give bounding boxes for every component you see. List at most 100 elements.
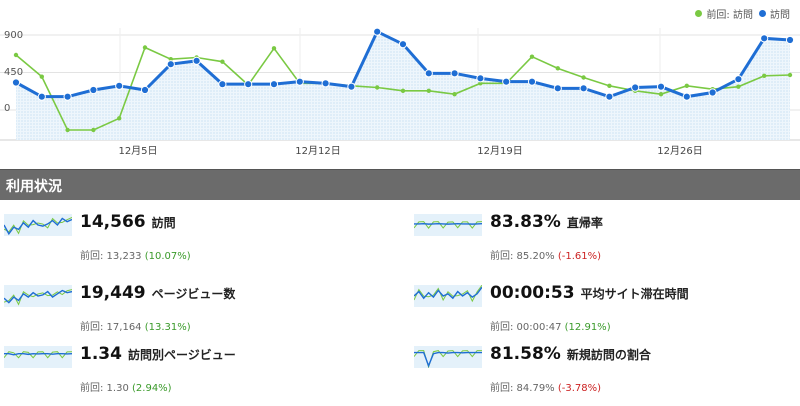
previous-series-point[interactable] <box>220 59 224 63</box>
metric-previous: 前回: 1.30 <box>80 383 129 394</box>
previous-series-point[interactable] <box>91 128 95 132</box>
current-series-point[interactable] <box>322 80 329 87</box>
metric-previous: 前回: 84.79% <box>490 383 555 394</box>
previous-series-point[interactable] <box>685 84 689 88</box>
x-tick-label: 12月19日 <box>477 142 522 157</box>
current-series-point[interactable] <box>451 70 458 77</box>
current-series-point[interactable] <box>348 83 355 90</box>
metric-value: 14,566 <box>80 212 146 232</box>
current-series-point[interactable] <box>245 81 252 88</box>
current-series-point[interactable] <box>12 79 19 86</box>
current-series-point[interactable] <box>38 93 45 100</box>
current-series-point[interactable] <box>709 89 716 96</box>
metric-value: 81.58% <box>490 344 561 364</box>
previous-series-point[interactable] <box>143 45 147 49</box>
metric-name: 新規訪問の割合 <box>567 348 651 362</box>
current-series-point[interactable] <box>425 70 432 77</box>
metric-previous: 前回: 17,164 <box>80 322 142 333</box>
current-series-point[interactable] <box>477 75 484 82</box>
current-series-point[interactable] <box>116 82 123 89</box>
legend-current[interactable]: 訪問 <box>759 6 790 21</box>
metric-name: 平均サイト滞在時間 <box>581 287 689 301</box>
current-series-point[interactable] <box>90 86 97 93</box>
metric-change: (10.07%) <box>145 251 191 262</box>
previous-series-point[interactable] <box>117 116 121 120</box>
current-series-point[interactable] <box>632 84 639 91</box>
current-series-point[interactable] <box>735 76 742 83</box>
metric-previous: 前回: 13,233 <box>80 251 142 262</box>
metric-change: (13.31%) <box>145 322 191 333</box>
sparkline <box>414 346 482 368</box>
previous-series-point[interactable] <box>659 92 663 96</box>
previous-series-point[interactable] <box>607 84 611 88</box>
previous-series-point[interactable] <box>14 53 18 57</box>
chart-svg <box>0 0 800 158</box>
current-series-point[interactable] <box>606 93 613 100</box>
previous-series-point[interactable] <box>452 92 456 96</box>
current-series-point[interactable] <box>193 57 200 64</box>
current-series-point[interactable] <box>554 85 561 92</box>
current-series-point[interactable] <box>219 81 226 88</box>
sparkline <box>4 285 72 307</box>
metric-name: ページビュー数 <box>152 287 236 301</box>
metric-value: 00:00:53 <box>490 283 575 303</box>
legend-current-label: 訪問 <box>770 6 790 21</box>
current-series-point[interactable] <box>270 81 277 88</box>
metric-name: 直帰率 <box>567 216 603 230</box>
metric-name: 訪問 <box>152 216 176 230</box>
previous-series-point[interactable] <box>401 89 405 93</box>
current-series-point[interactable] <box>64 93 71 100</box>
chart-legend: 前回: 訪問 訪問 <box>695 6 790 21</box>
metric-value: 1.34 <box>80 344 122 364</box>
current-series-point[interactable] <box>528 78 535 85</box>
previous-series-point[interactable] <box>530 54 534 58</box>
y-tick-450: 450 <box>4 67 23 78</box>
legend-previous[interactable]: 前回: 訪問 <box>695 6 753 21</box>
previous-series-point[interactable] <box>375 85 379 89</box>
metric-avg-duration[interactable]: 00:00:53 平均サイト滞在時間 前回: 00:00:47 (12.91%) <box>410 285 790 345</box>
current-series-point[interactable] <box>141 86 148 93</box>
current-series-point[interactable] <box>167 61 174 68</box>
metric-previous: 前回: 85.20% <box>490 251 555 262</box>
current-series-point[interactable] <box>761 35 768 42</box>
sparkline <box>414 285 482 307</box>
previous-series-point[interactable] <box>581 75 585 79</box>
previous-series-point[interactable] <box>272 46 276 50</box>
metric-bounce-rate[interactable]: 83.83% 直帰率 前回: 85.20% (-1.61%) <box>410 214 790 274</box>
current-series-point[interactable] <box>296 78 303 85</box>
visits-line-chart[interactable]: 前回: 訪問 訪問 900 450 0 12月5日 12月12日 12月19日 … <box>0 0 800 158</box>
previous-series-point[interactable] <box>762 74 766 78</box>
current-series-point[interactable] <box>503 78 510 85</box>
y-tick-0: 0 <box>4 103 10 114</box>
current-series-point[interactable] <box>580 85 587 92</box>
sparkline <box>414 214 482 236</box>
metric-change: (2.94%) <box>132 383 172 394</box>
x-tick-label: 12月5日 <box>118 142 157 157</box>
current-series-point[interactable] <box>786 36 793 43</box>
sparkline <box>4 214 72 236</box>
previous-series-point[interactable] <box>40 74 44 78</box>
metric-value: 83.83% <box>490 212 561 232</box>
previous-series-point[interactable] <box>427 89 431 93</box>
legend-current-dot-icon <box>759 10 766 17</box>
current-series-point[interactable] <box>657 83 664 90</box>
metric-new-visits[interactable]: 81.58%新規訪問の割合 前回: 84.79% (-3.78%) <box>410 346 790 406</box>
current-series-point[interactable] <box>683 93 690 100</box>
previous-series-point[interactable] <box>788 73 792 77</box>
section-title: 利用状況 <box>6 176 62 196</box>
legend-previous-label: 前回: 訪問 <box>706 6 753 21</box>
legend-previous-dot-icon <box>695 10 702 17</box>
metric-change: (12.91%) <box>565 322 611 333</box>
y-tick-900: 900 <box>4 30 23 41</box>
previous-series-point[interactable] <box>556 66 560 70</box>
current-series-point[interactable] <box>399 41 406 48</box>
previous-series-point[interactable] <box>736 84 740 88</box>
metric-change: (-1.61%) <box>558 251 601 262</box>
metric-previous: 前回: 00:00:47 <box>490 322 561 333</box>
metric-visits[interactable]: 14,566 訪問 前回: 13,233 (10.07%) <box>0 214 380 274</box>
previous-series-point[interactable] <box>65 128 69 132</box>
current-series-point[interactable] <box>374 28 381 35</box>
sparkline-current <box>414 353 482 366</box>
